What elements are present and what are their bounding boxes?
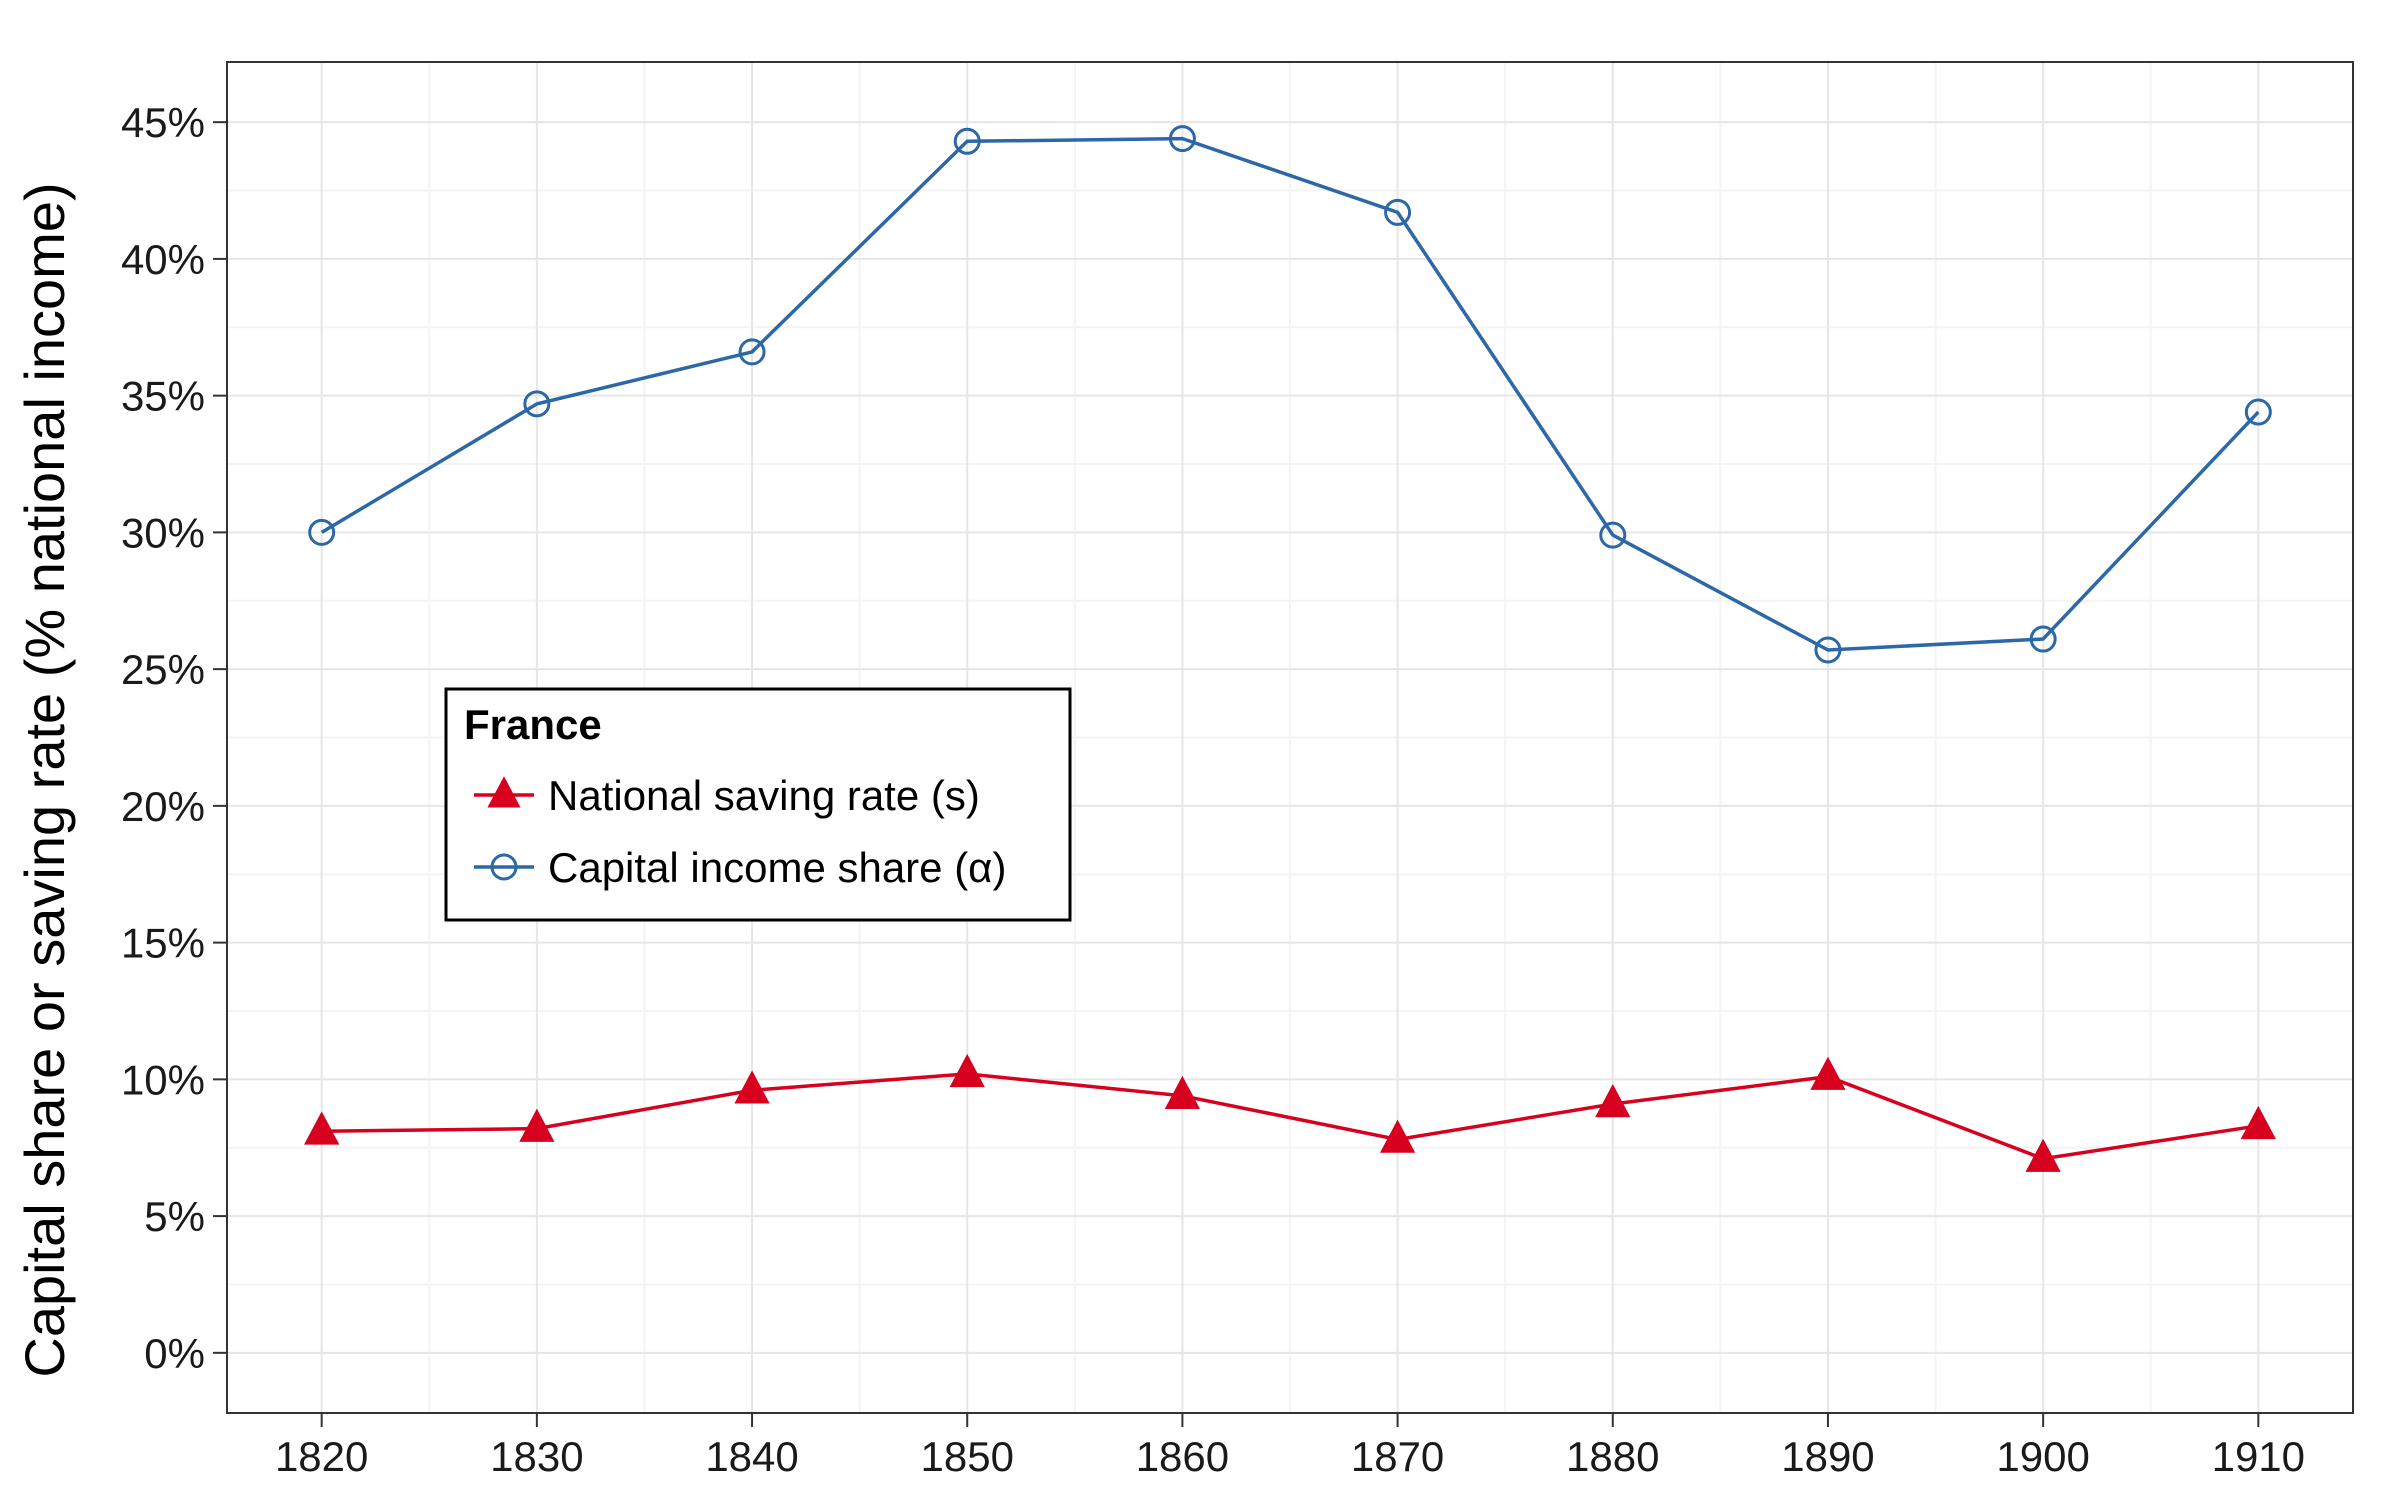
y-tick-label: 30% xyxy=(121,509,205,556)
data-point-triangle xyxy=(949,1053,985,1088)
data-point-triangle xyxy=(1810,1056,1846,1090)
data-point-circle xyxy=(738,338,766,366)
data-point-circle xyxy=(523,390,551,418)
y-tick-label: 10% xyxy=(121,1056,205,1103)
y-tick-label: 0% xyxy=(144,1330,205,1377)
data-point-triangle xyxy=(734,1070,770,1104)
legend-label: National saving rate (s) xyxy=(548,772,980,819)
legend-marker-circle xyxy=(490,853,518,881)
y-tick-label: 25% xyxy=(121,646,205,693)
x-tick-label: 1880 xyxy=(1566,1433,1659,1480)
legend-entry: National saving rate (s) xyxy=(474,772,980,819)
data-point-triangle xyxy=(1595,1084,1631,1118)
x-tick-label: 1890 xyxy=(1781,1433,1874,1480)
legend-title: France xyxy=(464,701,602,748)
data-point-triangle xyxy=(1164,1075,1201,1110)
data-point-circle xyxy=(1384,198,1412,226)
data-point-circle xyxy=(953,127,981,155)
data-point-triangle xyxy=(519,1108,555,1142)
grid-minor xyxy=(227,62,2353,1413)
legend-box xyxy=(444,687,1072,922)
data-point-circle xyxy=(1599,521,1627,549)
x-tick-label: 1820 xyxy=(275,1433,368,1480)
series-saving-rate xyxy=(304,1053,2276,1172)
y-tick-label: 15% xyxy=(121,920,205,967)
legend: France National saving rate (s) Capital i… xyxy=(444,687,1072,922)
x-tick-label: 1900 xyxy=(1996,1433,2089,1480)
data-point-circle xyxy=(2244,398,2272,426)
data-point-triangle xyxy=(304,1111,340,1145)
grid-major xyxy=(227,62,2353,1413)
y-tick-label: 5% xyxy=(144,1193,205,1240)
data-point-circle xyxy=(2029,625,2057,653)
x-axis: 1820 1830 1840 1850 1860 1870 1880 1890 1900 1910 xyxy=(275,1413,2305,1480)
x-tick-label: 1870 xyxy=(1351,1433,1444,1480)
data-point-triangle xyxy=(2240,1105,2276,1140)
legend-label: Capital income share (α) xyxy=(548,844,1006,891)
series-line xyxy=(321,1072,2259,1161)
y-tick-label: 35% xyxy=(121,373,205,420)
data-point-triangle xyxy=(1379,1119,1416,1153)
y-axis-title: Capital share or saving rate (% national… xyxy=(13,182,76,1377)
y-tick-label: 20% xyxy=(121,783,205,830)
series-line xyxy=(320,136,2260,652)
x-tick-label: 1860 xyxy=(1136,1433,1229,1480)
data-point-circle xyxy=(1168,125,1196,153)
x-tick-label: 1850 xyxy=(921,1433,1014,1480)
plot-panel xyxy=(226,61,2354,1414)
legend-entries: National saving rate (s) Capital income s… xyxy=(474,772,1006,891)
x-tick-label: 1830 xyxy=(490,1433,583,1480)
x-tick-label: 1910 xyxy=(2212,1433,2305,1480)
x-tick-label: 1840 xyxy=(705,1433,798,1480)
series-layer xyxy=(304,125,2276,1172)
legend-marker-triangle xyxy=(487,776,521,808)
y-tick-label: 45% xyxy=(121,99,205,146)
data-point-circle xyxy=(308,518,336,546)
series-capital-share xyxy=(308,125,2272,664)
y-axis: 0% 5% 10% 15% 20% 25% 30% 35% 40% 45% xyxy=(121,99,227,1377)
data-point-triangle xyxy=(2025,1138,2061,1172)
y-tick-label: 40% xyxy=(121,236,205,283)
legend-entry: Capital income share (α) xyxy=(474,844,1006,891)
data-point-circle xyxy=(1814,636,1842,664)
